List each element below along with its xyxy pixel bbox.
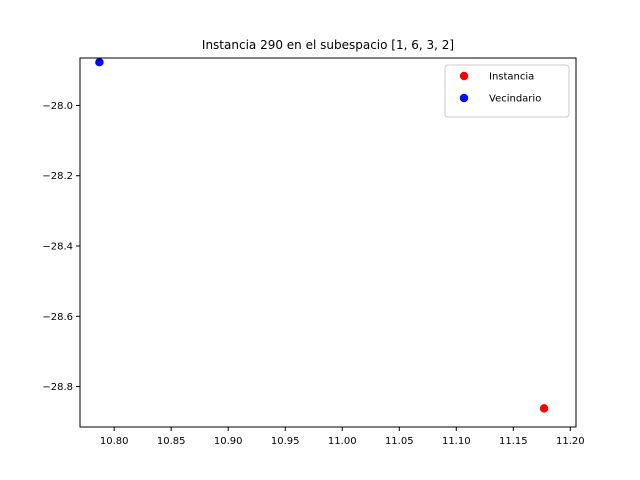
y-tick-label: −28.2 [42, 171, 73, 182]
legend-frame [444, 64, 570, 118]
y-tick-label: −28.0 [42, 101, 73, 112]
x-tick-label: 11.20 [556, 436, 585, 447]
y-tick-label: −28.6 [42, 312, 73, 323]
x-tick-label: 10.95 [271, 436, 300, 447]
x-axis-ticks: 10.80 10.85 10.90 10.95 11.00 11.05 11.10 11.15… [100, 427, 585, 447]
legend-label-vecindario: Vecindario [489, 94, 541, 105]
plot-area-frame [79, 57, 577, 428]
x-tick-label: 10.85 [157, 436, 186, 447]
y-tick-label: −28.4 [42, 242, 73, 253]
y-tick-label: −28.8 [42, 382, 73, 393]
x-tick-label: 10.80 [100, 436, 129, 447]
y-axis-ticks: −28.0 −28.2 −28.4 −28.6 −28.8 [42, 101, 80, 393]
legend-marker-instancia [459, 71, 469, 81]
chart-title: Instancia 290 en el subespacio [1, 6, 3,… [202, 38, 454, 52]
data-points [95, 58, 549, 413]
x-tick-label: 11.05 [385, 436, 414, 447]
data-point-vecindario [95, 58, 104, 67]
legend-label-instancia: Instancia [489, 72, 534, 83]
x-tick-label: 11.15 [499, 436, 528, 447]
x-tick-label: 11.00 [328, 436, 357, 447]
data-point-instancia [539, 404, 549, 413]
legend: Instancia Vecindario [444, 64, 570, 118]
legend-marker-vecindario [459, 93, 469, 103]
x-tick-label: 11.10 [442, 436, 471, 447]
x-tick-label: 10.90 [214, 436, 243, 447]
